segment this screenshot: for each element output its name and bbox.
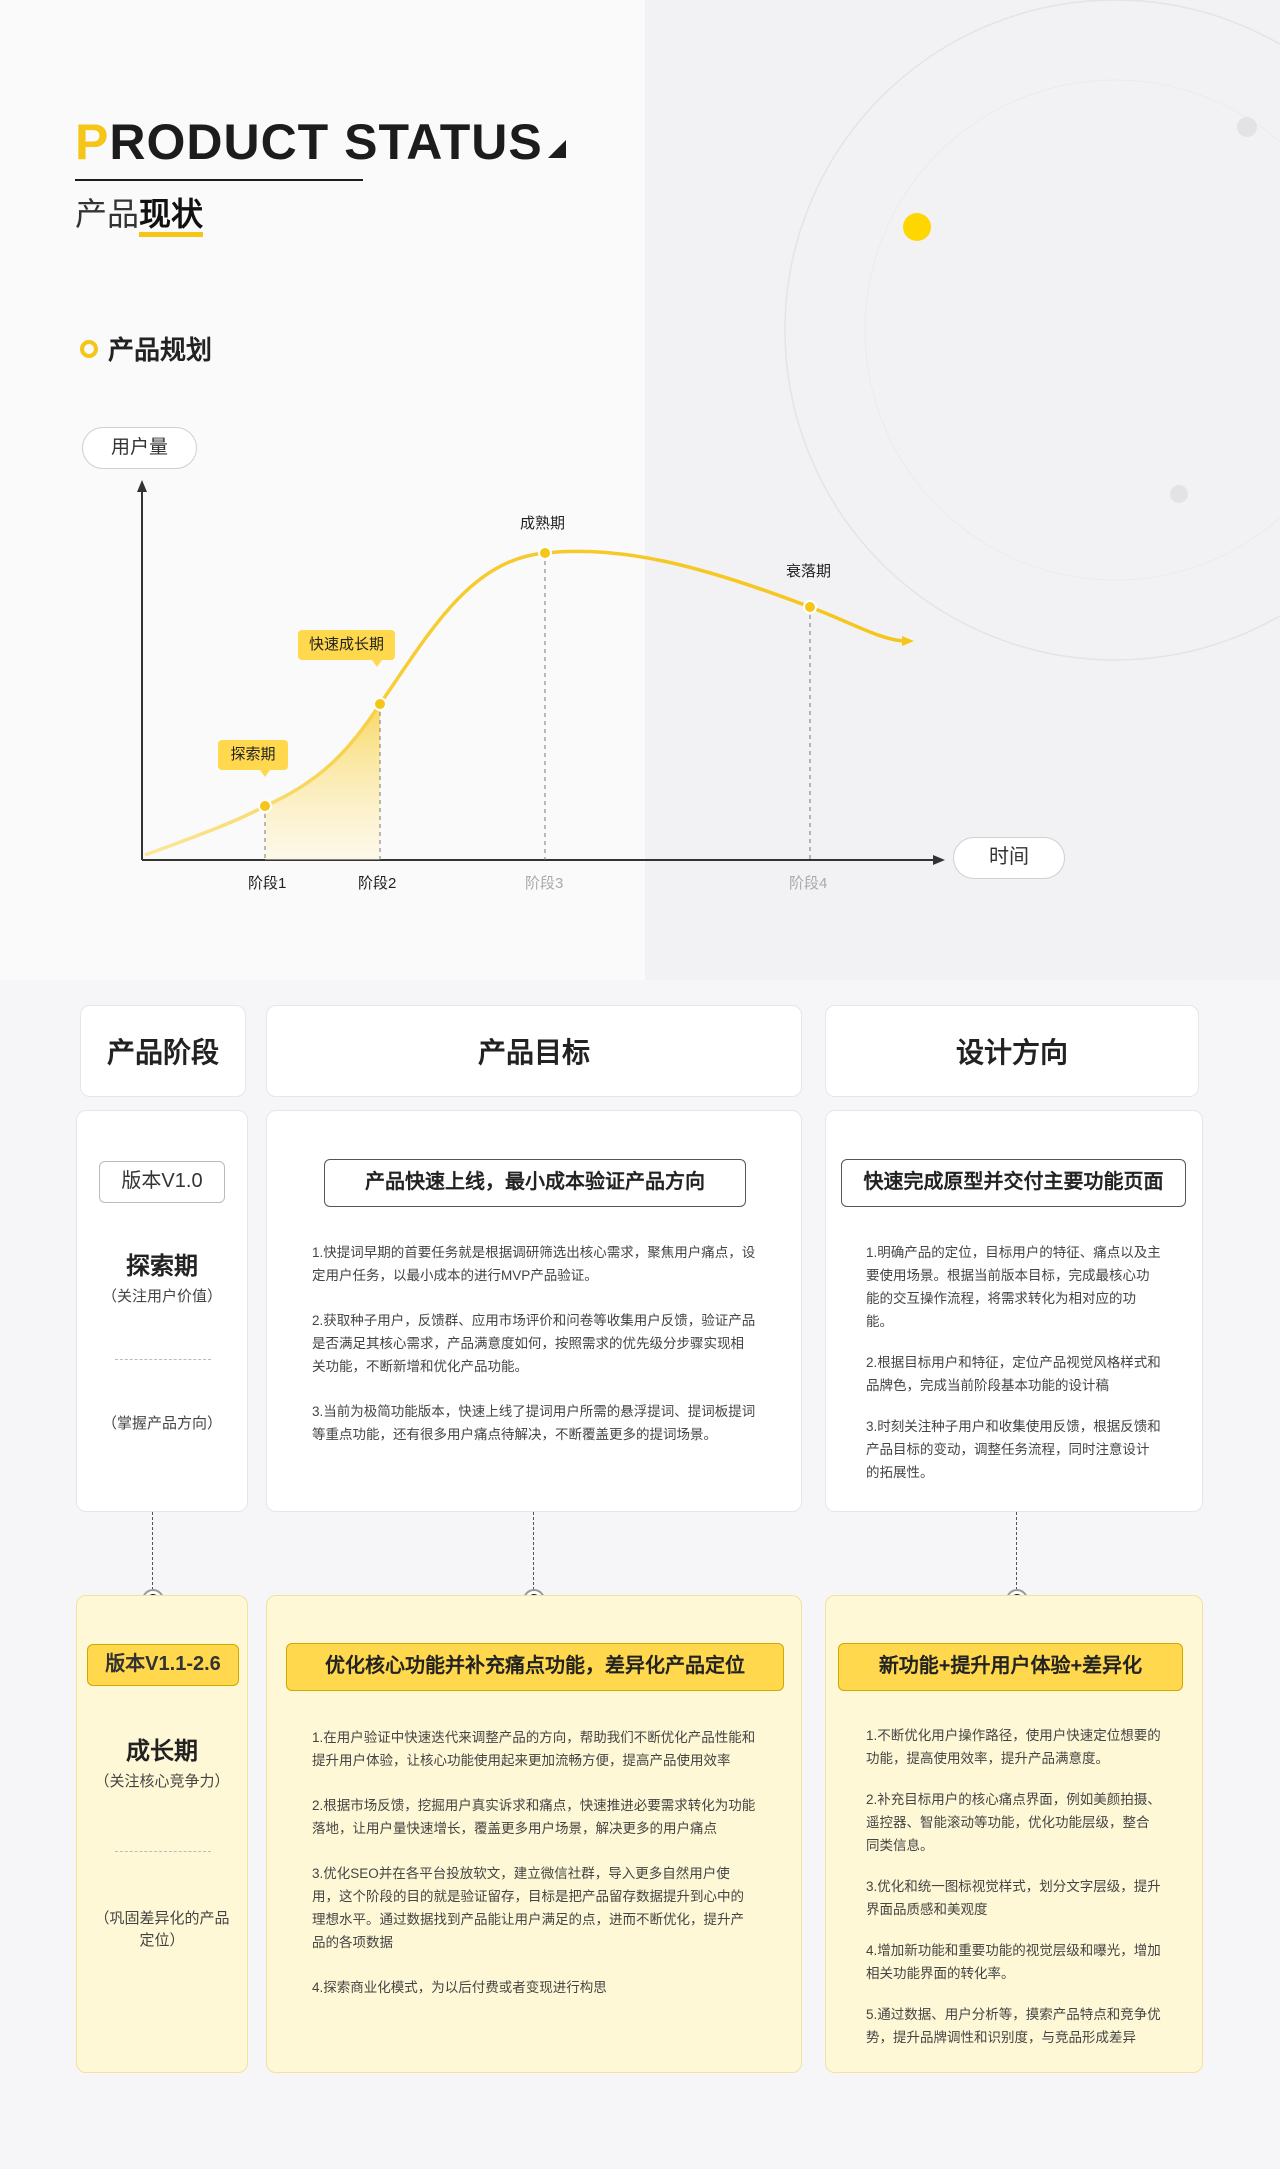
stage-note: （掌握产品方向） [101,1415,222,1432]
connector-line [152,1512,153,1595]
goal-card: 优化核心功能并补充痛点功能，差异化产品定位 1.在用户验证中快速迭代来调整产品的… [266,1595,802,2073]
stage-label-mature: 成熟期 [520,515,566,532]
stage4-point [803,600,817,614]
dashed-divider [115,1359,211,1360]
goal-item: 2.获取种子用户，反馈群、应用市场评价和问卷等收集用户反馈，验证产品是否满足其核… [312,1313,756,1374]
design-item: 3.时刻关注种子用户和收集使用反馈，根据反馈和产品目标的变动，调整任务流程，同时… [866,1419,1161,1480]
x-tick-label: 阶段4 [789,875,828,892]
design-card: 新功能+提升用户体验+差异化 1.不断优化用户操作路径，使用户快速定位想要的功能… [825,1595,1203,2073]
decorative-gray-dot [1170,485,1188,503]
design-item: 1.不断优化用户操作路径，使用户快速定位想要的功能，提高使用效率，提升产品满意度… [866,1728,1161,1766]
y-axis-label: 用户量 [82,427,197,469]
tag-pointer [260,770,270,777]
stage-tag-growth: 快速成长期 [298,630,395,660]
stage-card: 版本V1.0 探索期 （关注用户价值） （掌握产品方向） [76,1110,248,1512]
stage-name: 成长期 [126,1738,198,1765]
x-axis-label: 时间 [953,837,1065,879]
design-item: 2.补充目标用户的核心痛点界面，例如美颜拍摄、遥控器、智能滚动等功能，优化功能层… [866,1792,1161,1853]
design-item: 2.根据目标用户和特征，定位产品视觉风格样式和品牌色，完成当前阶段基本功能的设计… [866,1355,1161,1393]
goal-item: 2.根据市场反馈，挖掘用户真实诉求和痛点，快速推进必要需求转化为功能落地，让用户… [312,1798,756,1836]
x-tick-label: 阶段3 [525,875,564,892]
tag-pointer [372,660,382,667]
x-tick-label: 阶段1 [248,875,287,892]
design-item: 3.优化和统一图标视觉样式，划分文字层级，提升界面品质感和美观度 [866,1879,1161,1917]
design-item: 5.通过数据、用户分析等，摸索产品特点和竞争优势，提升品牌调性和识别度，与竞品形… [866,2007,1161,2045]
design-item: 4.增加新功能和重要功能的视觉层级和曝光，增加相关功能界面的转化率。 [866,1943,1161,1981]
page-subtitle: 产品现状 [75,192,204,237]
stage1-point [258,799,272,813]
design-item: 1.明确产品的定位，目标用户的特征、痛点以及主要使用场景。根据当前版本目标，完成… [866,1245,1161,1329]
connector-line [533,1512,534,1595]
title-underline [75,179,363,181]
goal-item: 3.优化SEO并在各平台投放软文，建立微信社群，导入更多自然用户使用，这个阶段的… [312,1866,744,1950]
stage-label-decline: 衰落期 [786,563,832,580]
decorative-gray-dot [1237,117,1257,137]
version-badge: 版本V1.1-2.6 [87,1644,239,1686]
title-corner-triangle-icon [548,140,566,158]
version-badge: 版本V1.0 [99,1161,225,1203]
design-list: 1.明确产品的定位，目标用户的特征、痛点以及主要使用场景。根据当前版本目标，完成… [866,1241,1162,1502]
lifecycle-chart [137,480,945,865]
goal-item: 4.探索商业化模式，为以后付费或者变现进行构思 [312,1980,607,1995]
y-axis-arrow-icon [137,480,147,492]
stage-note: （关注用户价值） [101,1288,222,1305]
stage2-point [373,697,387,711]
design-title: 新功能+提升用户体验+差异化 [838,1643,1183,1691]
stage-note: （巩固差异化的产品定位） [94,1910,230,1949]
header-goal: 产品目标 [266,1005,802,1097]
goal-item: 1.快提词早期的首要任务就是根据调研筛选出核心需求，聚焦用户痛点，设定用户任务，… [312,1245,756,1283]
header-stage: 产品阶段 [80,1005,246,1097]
goal-list: 1.在用户验证中快速迭代来调整产品的方向，帮助我们不断优化产品性能和提升用户体验… [312,1726,756,2021]
goal-card: 产品快速上线，最小成本验证产品方向 1.快提词早期的首要任务就是根据调研筛选出核… [266,1110,802,1512]
x-axis-arrow-icon [933,855,945,865]
connector-line [1016,1512,1017,1595]
stage-tag-explore: 探索期 [218,740,288,770]
page-title: PRODUCT STATUS [75,114,543,170]
goal-list: 1.快提词早期的首要任务就是根据调研筛选出核心需求，聚焦用户痛点，设定用户任务，… [312,1241,756,1468]
stage3-point [538,546,552,560]
goal-title: 产品快速上线，最小成本验证产品方向 [324,1159,746,1207]
goal-item: 1.在用户验证中快速迭代来调整产品的方向，帮助我们不断优化产品性能和提升用户体验… [312,1730,756,1768]
design-title: 快速完成原型并交付主要功能页面 [841,1159,1186,1207]
section-title: 产品规划 [80,330,212,367]
decorative-yellow-dot [903,213,931,241]
decorative-circles [784,0,1280,661]
stage-note: （关注核心竞争力） [94,1773,230,1790]
ring-bullet-icon [80,339,98,358]
stage-card: 版本V1.1-2.6 成长期 （关注核心竞争力） （巩固差异化的产品定位） [76,1595,248,2073]
x-tick-label: 阶段2 [358,875,397,892]
goal-item: 3.当前为极简功能版本，快速上线了提词用户所需的悬浮提词、提词板提词等重点功能，… [312,1404,756,1442]
design-list: 1.不断优化用户操作路径，使用户快速定位想要的功能，提高使用效率，提升产品满意度… [866,1724,1162,2067]
dashed-divider [115,1851,211,1852]
header-design: 设计方向 [825,1005,1199,1097]
curve-arrow-icon [902,636,914,646]
stage-name: 探索期 [126,1253,198,1280]
design-card: 快速完成原型并交付主要功能页面 1.明确产品的定位，目标用户的特征、痛点以及主要… [825,1110,1203,1512]
goal-title: 优化核心功能并补充痛点功能，差异化产品定位 [286,1643,784,1691]
